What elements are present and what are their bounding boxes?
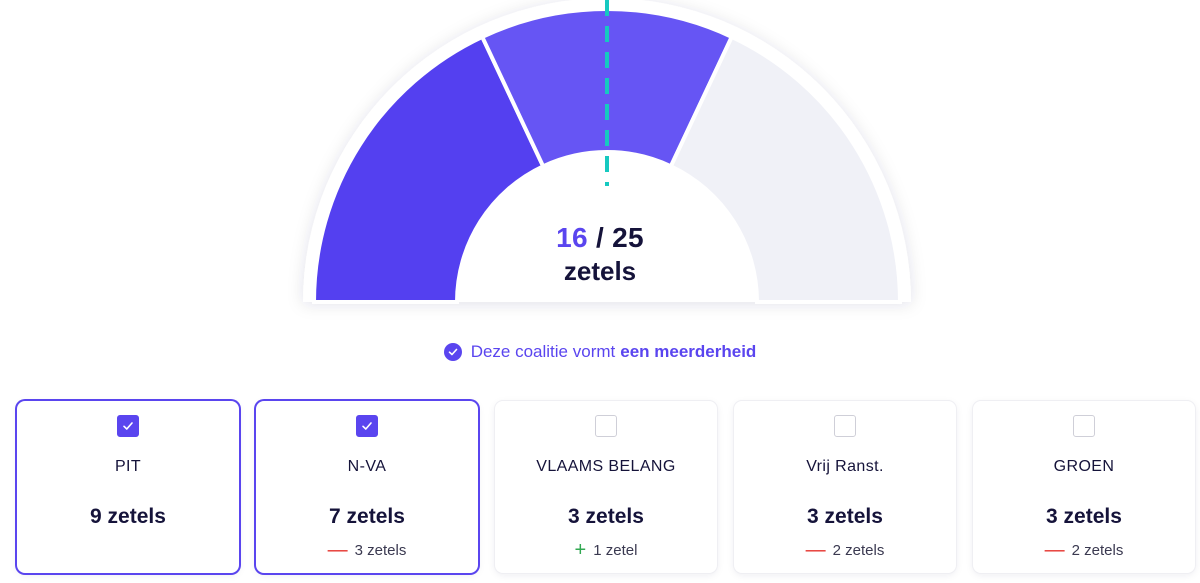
majority-emphasis: een meerderheid	[620, 342, 757, 361]
minus-icon: —	[1044, 539, 1065, 561]
check-icon	[362, 422, 372, 430]
unchecked-checkbox[interactable]	[595, 415, 617, 437]
gauge-segment-rest	[668, 34, 903, 304]
check-circle-icon	[443, 343, 462, 361]
minus-icon: —	[805, 539, 826, 561]
unchecked-checkbox[interactable]	[1073, 415, 1095, 437]
party-seats: 3 zetels	[807, 505, 883, 528]
minus-icon: —	[327, 539, 348, 561]
party-card-pit[interactable]: PIT 9 zetels	[17, 401, 239, 573]
party-seats: 7 zetels	[329, 505, 405, 528]
party-seat-change: — 3 zetels	[256, 539, 478, 561]
party-card-vrij-ranst[interactable]: Vrij Ranst. 3 zetels — 2 zetels	[734, 401, 956, 573]
total-seats: 25	[612, 222, 644, 253]
seat-total: 16 / 25	[0, 222, 1200, 254]
party-card-n-va[interactable]: N-VA 7 zetels — 3 zetels	[256, 401, 478, 573]
change-text: 2 zetels	[832, 542, 885, 559]
checked-checkbox[interactable]	[356, 415, 378, 437]
party-seat-change: + 1 zetel	[495, 539, 717, 561]
party-name: VLAAMS BELANG	[536, 458, 676, 475]
party-seats: 3 zetels	[568, 505, 644, 528]
party-name: Vrij Ranst.	[806, 458, 884, 475]
party-seat-change: — 2 zetels	[973, 539, 1195, 561]
party-card-groen[interactable]: GROEN 3 zetels — 2 zetels	[973, 401, 1195, 573]
party-seats: 3 zetels	[1046, 505, 1122, 528]
seat-unit: zetels	[563, 256, 637, 286]
gauge-segment-pit	[311, 34, 546, 304]
check-icon	[123, 422, 133, 430]
change-text: 1 zetel	[593, 542, 638, 559]
majority-status: Deze coalitie vormt een meerderheid	[0, 342, 1200, 362]
party-card-vlaams-belang[interactable]: VLAAMS BELANG 3 zetels + 1 zetel	[495, 401, 717, 573]
checked-checkbox[interactable]	[117, 415, 139, 437]
change-text: 3 zetels	[354, 542, 407, 559]
seat-separator: /	[595, 222, 605, 253]
majority-text: Deze coalitie vormt	[470, 342, 616, 361]
party-name: N-VA	[347, 458, 387, 475]
selected-seats: 16	[556, 222, 588, 253]
party-cards: PIT 9 zetels N-VA 7 zetels — 3 zetels VL…	[17, 401, 1197, 575]
party-name: PIT	[114, 458, 142, 475]
party-seat-change: — 2 zetels	[734, 539, 956, 561]
party-seats: 9 zetels	[90, 505, 166, 528]
unchecked-checkbox[interactable]	[834, 415, 856, 437]
change-text: 2 zetels	[1071, 542, 1124, 559]
seat-gauge	[303, 0, 911, 304]
plus-icon: +	[574, 539, 587, 561]
party-name: GROEN	[1053, 458, 1115, 475]
